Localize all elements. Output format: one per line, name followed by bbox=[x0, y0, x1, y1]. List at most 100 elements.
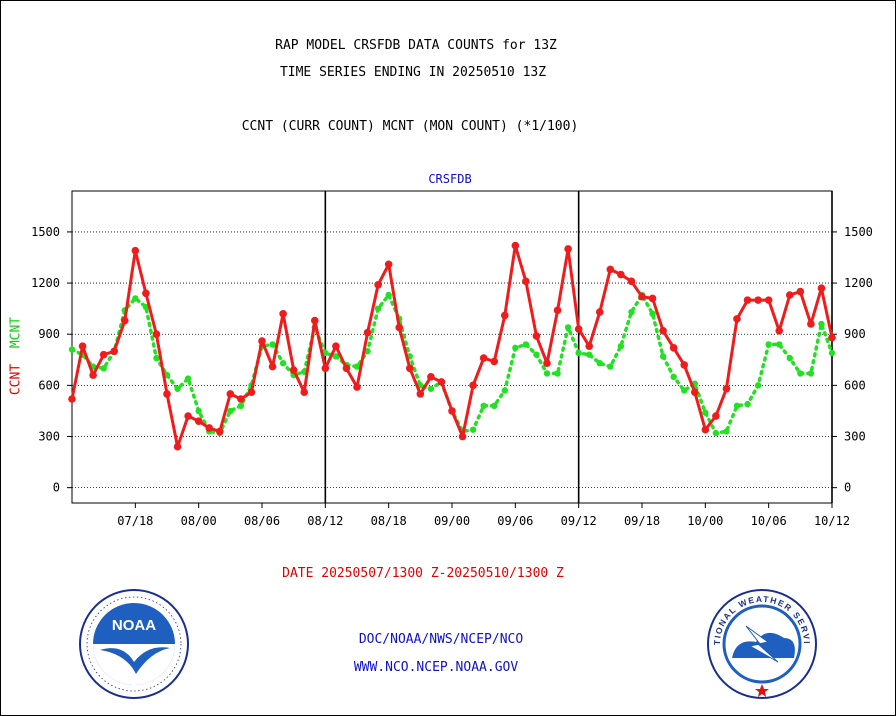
data-point-ccnt bbox=[796, 287, 805, 296]
data-point-mcnt bbox=[332, 353, 340, 360]
data-point-ccnt bbox=[458, 432, 467, 441]
data-point-ccnt bbox=[585, 342, 594, 350]
y-tick-label: 600 bbox=[38, 378, 60, 392]
data-point-ccnt bbox=[522, 277, 530, 286]
data-point-mcnt bbox=[174, 385, 181, 392]
data-point-mcnt bbox=[427, 385, 435, 392]
data-point-ccnt bbox=[754, 296, 762, 304]
data-point-ccnt bbox=[194, 417, 203, 425]
data-point-mcnt bbox=[617, 342, 625, 350]
x-tick-label: 10/12 bbox=[814, 514, 850, 528]
data-point-ccnt bbox=[638, 292, 646, 301]
data-point-ccnt bbox=[479, 354, 488, 362]
x-tick-label: 08/00 bbox=[181, 514, 217, 528]
data-point-ccnt bbox=[268, 362, 277, 371]
data-point-ccnt bbox=[310, 316, 319, 325]
noaa-logo-text: NOAA bbox=[112, 617, 156, 634]
data-point-mcnt bbox=[469, 426, 477, 433]
data-point-mcnt bbox=[712, 429, 720, 437]
data-point-ccnt bbox=[300, 388, 309, 396]
data-point-ccnt bbox=[606, 265, 615, 274]
data-point-ccnt bbox=[226, 390, 235, 398]
data-point-ccnt bbox=[142, 289, 150, 298]
data-point-mcnt bbox=[68, 346, 76, 353]
data-point-ccnt bbox=[163, 390, 171, 398]
data-point-ccnt bbox=[279, 309, 287, 318]
data-point-mcnt bbox=[364, 348, 371, 355]
data-point-ccnt bbox=[89, 371, 97, 379]
y-tick-label: 1200 bbox=[844, 276, 873, 290]
y-tick-label: 0 bbox=[53, 481, 60, 495]
noaa-logo-icon: NOAA bbox=[79, 589, 189, 699]
data-point-mcnt bbox=[807, 370, 815, 377]
data-point-ccnt bbox=[490, 357, 499, 366]
data-point-mcnt bbox=[744, 400, 751, 408]
credit-agency: DOC/NOAA/NWS/NCEP/NCO bbox=[358, 632, 524, 647]
chart-title-line2: TIME SERIES ENDING IN 20250510 13Z bbox=[279, 65, 547, 80]
data-point-mcnt bbox=[132, 295, 139, 302]
data-point-mcnt bbox=[554, 370, 561, 377]
data-point-mcnt bbox=[501, 387, 508, 394]
data-point-ccnt bbox=[617, 270, 625, 279]
y-tick-label: 900 bbox=[844, 327, 866, 341]
data-point-mcnt bbox=[596, 359, 603, 367]
data-point-mcnt bbox=[543, 370, 551, 377]
data-point-ccnt bbox=[733, 315, 741, 323]
data-point-ccnt bbox=[258, 337, 266, 345]
data-point-mcnt bbox=[184, 375, 192, 382]
data-point-mcnt bbox=[754, 382, 762, 389]
data-point-mcnt bbox=[797, 370, 804, 377]
x-tick-label: 08/06 bbox=[244, 514, 280, 528]
data-point-ccnt bbox=[817, 284, 826, 292]
data-point-mcnt bbox=[659, 353, 667, 360]
data-point-ccnt bbox=[627, 277, 636, 286]
data-point-ccnt bbox=[131, 246, 140, 255]
data-point-mcnt bbox=[786, 354, 793, 362]
data-point-ccnt bbox=[807, 320, 815, 328]
x-tick-label: 08/12 bbox=[307, 514, 343, 528]
data-point-mcnt bbox=[818, 320, 825, 328]
data-point-ccnt bbox=[511, 241, 520, 250]
data-point-ccnt bbox=[595, 308, 604, 316]
data-point-mcnt bbox=[776, 341, 783, 348]
x-tick-label: 09/06 bbox=[497, 514, 533, 528]
data-point-ccnt bbox=[237, 395, 245, 403]
data-point-ccnt bbox=[543, 359, 551, 367]
nws-logo-icon: NATIONAL WEATHER SERVICE bbox=[706, 588, 817, 699]
data-point-ccnt bbox=[110, 347, 119, 356]
data-point-ccnt bbox=[120, 316, 129, 325]
data-point-ccnt bbox=[353, 383, 361, 391]
data-point-mcnt bbox=[670, 373, 677, 381]
data-point-mcnt bbox=[100, 365, 107, 372]
y-tick-label: 300 bbox=[38, 430, 60, 444]
data-point-ccnt bbox=[321, 364, 330, 373]
credit-website: WWW.NCO.NCEP.NOAA.GOV bbox=[353, 660, 519, 675]
data-point-ccnt bbox=[712, 412, 720, 420]
data-point-ccnt bbox=[775, 327, 784, 335]
data-point-ccnt bbox=[184, 412, 192, 420]
y-tick-label: 300 bbox=[844, 430, 866, 444]
data-point-mcnt bbox=[607, 363, 614, 370]
data-point-mcnt bbox=[575, 349, 582, 357]
data-point-ccnt bbox=[427, 373, 435, 381]
data-point-ccnt bbox=[553, 306, 562, 315]
chart-title-line1: RAP MODEL CRSFDB DATA COUNTS for 13Z bbox=[275, 38, 557, 53]
data-point-mcnt bbox=[195, 407, 202, 415]
date-range: DATE 20250507/1300 Z-20250510/1300 Z bbox=[282, 566, 564, 581]
data-point-ccnt bbox=[659, 327, 667, 335]
data-point-mcnt bbox=[491, 402, 498, 410]
data-point-mcnt bbox=[353, 363, 361, 370]
y-tick-label: 600 bbox=[844, 378, 866, 392]
data-point-mcnt bbox=[227, 407, 234, 415]
data-point-ccnt bbox=[448, 407, 456, 415]
data-point-ccnt bbox=[785, 291, 794, 299]
data-point-ccnt bbox=[99, 350, 108, 359]
data-point-ccnt bbox=[395, 323, 404, 332]
data-point-ccnt bbox=[405, 364, 414, 373]
data-point-mcnt bbox=[681, 387, 688, 394]
data-point-ccnt bbox=[173, 442, 182, 451]
data-point-mcnt bbox=[153, 354, 160, 362]
data-point-ccnt bbox=[437, 378, 446, 386]
data-point-ccnt bbox=[68, 395, 76, 403]
